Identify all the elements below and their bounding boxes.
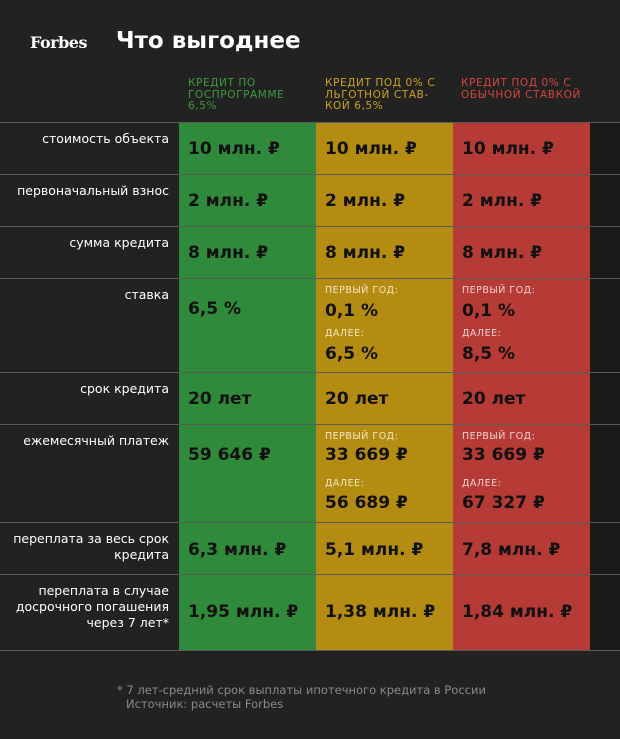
- footnote-source: Источник: расчеты Forbes: [126, 697, 284, 711]
- row-edge: [590, 227, 620, 278]
- row-edge: [590, 425, 620, 522]
- column-header-lgotnaya: КРЕДИТ ПОД 0% С ЛЬГОТНОЙ СТАВ-КОЙ 6,5%: [325, 77, 436, 112]
- row-rate: ставка 6,5 % ПЕРВЫЙ ГОД: 0,1 % ДАЛЕЕ: 6,…: [0, 278, 620, 372]
- row-edge: [590, 175, 620, 226]
- footnote-note: * 7 лет-средний срок выплаты ипотечного …: [117, 683, 486, 697]
- cell-green: 6,3 млн. ₽: [179, 523, 316, 574]
- value: 20 лет: [325, 389, 389, 409]
- cell-yellow: ПЕРВЫЙ ГОД: 0,1 % ДАЛЕЕ: 6,5 %: [316, 279, 453, 372]
- row-edge: [590, 279, 620, 372]
- row-label: стоимость объекта: [42, 131, 169, 146]
- row-down-payment: первоначальный взнос 2 млн. ₽ 2 млн. ₽ 2…: [0, 174, 620, 226]
- column-header-obychnaya: КРЕДИТ ПОД 0% С ОБЫЧНОЙ СТАВКОЙ: [461, 77, 581, 101]
- row-label: переплата в случае досрочного погашения …: [15, 583, 169, 630]
- forbes-logo: Forbes: [30, 33, 87, 52]
- cell-green: 1,95 млн. ₽: [179, 575, 316, 650]
- first-year-value: 33 669 ₽: [325, 445, 408, 465]
- row-early-repayment: переплата в случае досрочного погашения …: [0, 574, 620, 651]
- first-year-value: 0,1 %: [462, 301, 516, 321]
- value: 6,3 млн. ₽: [188, 540, 287, 560]
- cell-red: 1,84 млн. ₽: [453, 575, 590, 650]
- cell-green: 20 лет: [179, 373, 316, 424]
- row-edge: [590, 373, 620, 424]
- row-edge: [590, 123, 620, 174]
- value: 2 млн. ₽: [188, 191, 269, 211]
- value: 1,84 млн. ₽: [462, 602, 573, 622]
- then-label: ДАЛЕЕ:: [325, 328, 365, 339]
- row-term: срок кредита 20 лет 20 лет 20 лет: [0, 372, 620, 424]
- cell-green: 59 646 ₽: [179, 425, 316, 522]
- then-label: ДАЛЕЕ:: [325, 478, 365, 489]
- value: 10 млн. ₽: [325, 139, 417, 159]
- row-edge: [590, 575, 620, 650]
- value: 1,38 млн. ₽: [325, 602, 436, 622]
- cell-red: ПЕРВЫЙ ГОД: 0,1 % ДАЛЕЕ: 8,5 %: [453, 279, 590, 372]
- value: 8 млн. ₽: [188, 243, 269, 263]
- first-year-label: ПЕРВЫЙ ГОД:: [462, 285, 536, 296]
- first-year-value: 0,1 %: [325, 301, 379, 321]
- value: 7,8 млн. ₽: [462, 540, 561, 560]
- value: 6,5 %: [188, 299, 242, 319]
- value: 20 лет: [462, 389, 526, 409]
- cell-red: 7,8 млн. ₽: [453, 523, 590, 574]
- cell-yellow: ПЕРВЫЙ ГОД: 33 669 ₽ ДАЛЕЕ: 56 689 ₽: [316, 425, 453, 522]
- cell-yellow: 5,1 млн. ₽: [316, 523, 453, 574]
- then-label: ДАЛЕЕ:: [462, 478, 502, 489]
- cell-yellow: 10 млн. ₽: [316, 123, 453, 174]
- value: 2 млн. ₽: [462, 191, 543, 211]
- cell-red: 2 млн. ₽: [453, 175, 590, 226]
- cell-red: 8 млн. ₽: [453, 227, 590, 278]
- row-label: первоначальный взнос: [17, 183, 169, 198]
- first-year-label: ПЕРВЫЙ ГОД:: [325, 285, 399, 296]
- row-label: сумма кредита: [69, 235, 169, 250]
- value: 8 млн. ₽: [325, 243, 406, 263]
- value: 2 млн. ₽: [325, 191, 406, 211]
- cell-yellow: 20 лет: [316, 373, 453, 424]
- row-edge: [590, 523, 620, 574]
- cell-yellow: 8 млн. ₽: [316, 227, 453, 278]
- cell-yellow: 1,38 млн. ₽: [316, 575, 453, 650]
- cell-red: 10 млн. ₽: [453, 123, 590, 174]
- cell-yellow: 2 млн. ₽: [316, 175, 453, 226]
- value: 20 лет: [188, 389, 252, 409]
- value: 1,95 млн. ₽: [188, 602, 299, 622]
- cell-green: 6,5 %: [179, 279, 316, 372]
- cell-green: 2 млн. ₽: [179, 175, 316, 226]
- row-loan-amount: сумма кредита 8 млн. ₽ 8 млн. ₽ 8 млн. ₽: [0, 226, 620, 278]
- row-label: ставка: [124, 287, 169, 302]
- row-label: переплата за весь срок кредита: [13, 531, 169, 562]
- then-label: ДАЛЕЕ:: [462, 328, 502, 339]
- header: Forbes Что выгоднее: [0, 0, 620, 78]
- row-label: срок кредита: [80, 381, 169, 396]
- row-overpayment: переплата за весь срок кредита 6,3 млн. …: [0, 522, 620, 574]
- footnote: * 7 лет-средний срок выплаты ипотечного …: [117, 683, 486, 711]
- value: 59 646 ₽: [188, 445, 271, 465]
- then-value: 6,5 %: [325, 344, 379, 364]
- first-year-label: ПЕРВЫЙ ГОД:: [325, 431, 399, 442]
- page-title: Что выгоднее: [116, 28, 301, 54]
- value: 8 млн. ₽: [462, 243, 543, 263]
- then-value: 56 689 ₽: [325, 493, 408, 513]
- row-monthly-payment: ежемесячный платеж 59 646 ₽ ПЕРВЫЙ ГОД: …: [0, 424, 620, 522]
- cell-red: 20 лет: [453, 373, 590, 424]
- value: 5,1 млн. ₽: [325, 540, 424, 560]
- comparison-table: стоимость объекта 10 млн. ₽ 10 млн. ₽ 10…: [0, 122, 620, 651]
- value: 10 млн. ₽: [462, 139, 554, 159]
- first-year-value: 33 669 ₽: [462, 445, 545, 465]
- cell-green: 10 млн. ₽: [179, 123, 316, 174]
- value: 10 млн. ₽: [188, 139, 280, 159]
- row-cost: стоимость объекта 10 млн. ₽ 10 млн. ₽ 10…: [0, 122, 620, 174]
- then-value: 8,5 %: [462, 344, 516, 364]
- cell-green: 8 млн. ₽: [179, 227, 316, 278]
- first-year-label: ПЕРВЫЙ ГОД:: [462, 431, 536, 442]
- row-label: ежемесячный платеж: [23, 433, 169, 448]
- then-value: 67 327 ₽: [462, 493, 545, 513]
- column-header-gosprogramma: КРЕДИТ ПО ГОСПРОГРАММЕ 6,5%: [188, 77, 285, 112]
- cell-red: ПЕРВЫЙ ГОД: 33 669 ₽ ДАЛЕЕ: 67 327 ₽: [453, 425, 590, 522]
